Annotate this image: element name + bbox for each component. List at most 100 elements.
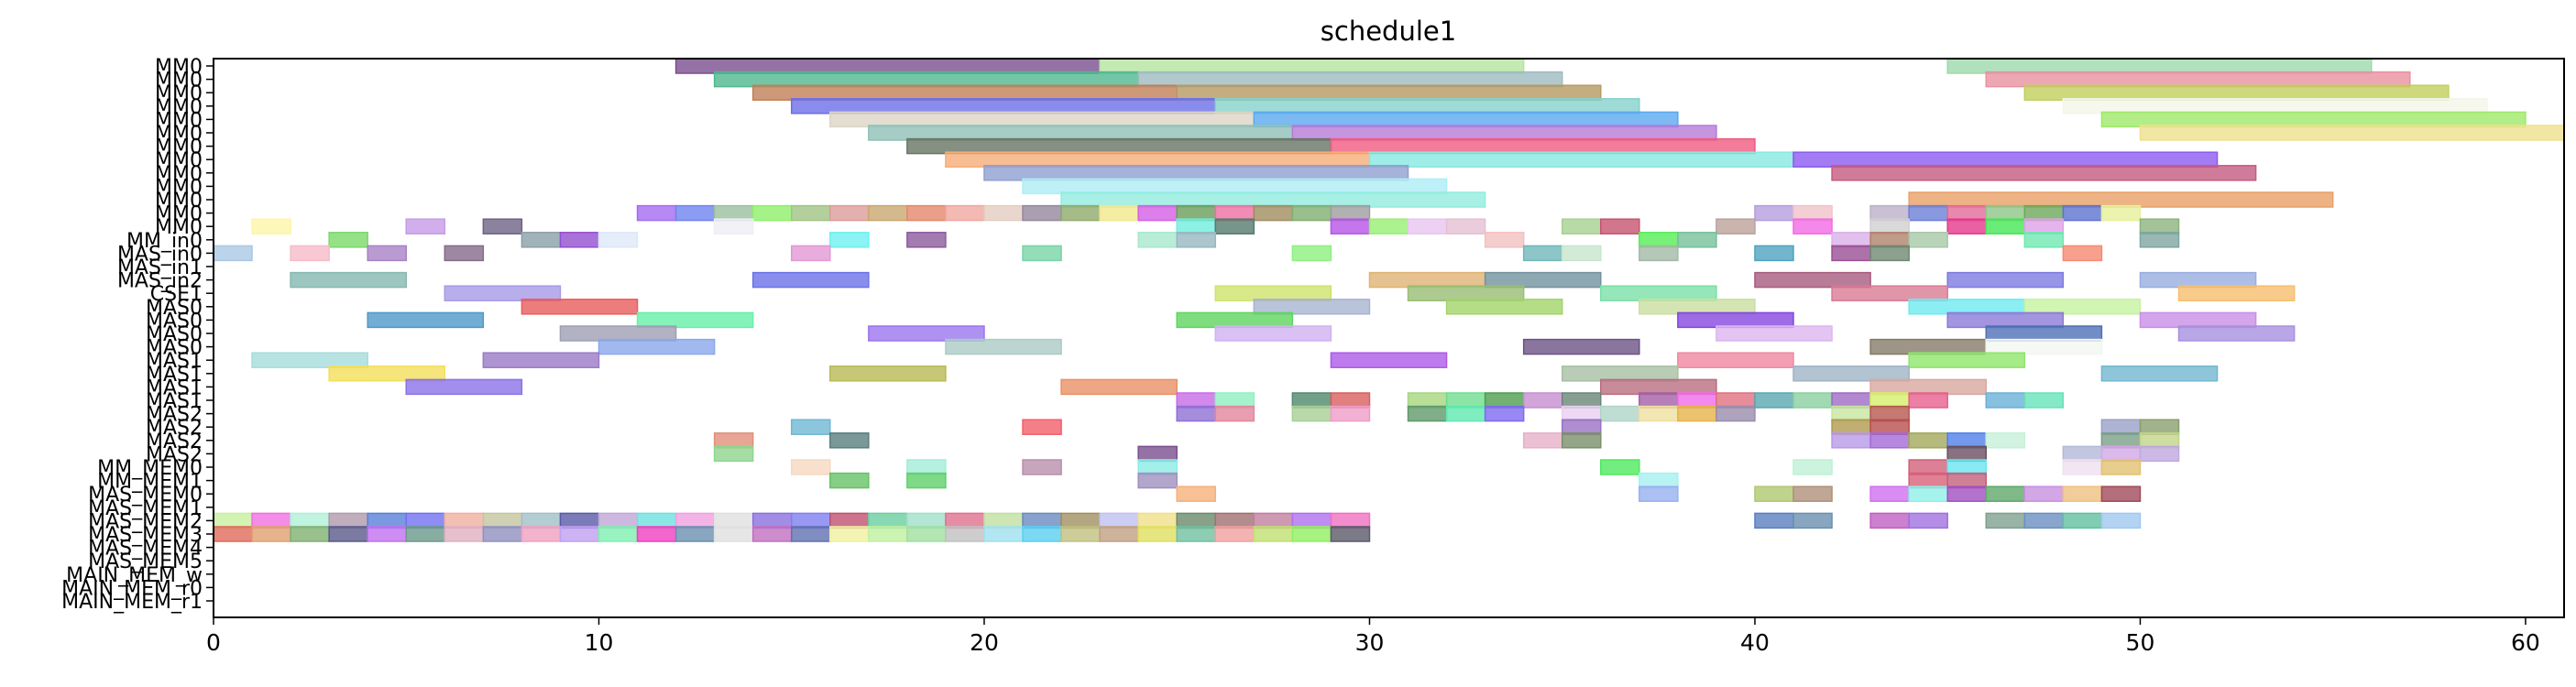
task-bar [983, 512, 1024, 529]
task-bar [1407, 405, 1448, 422]
task-bar [367, 512, 407, 529]
y-tick-label: MM_in0 [126, 230, 203, 253]
task-bar [559, 325, 677, 342]
task-bar [1600, 285, 1717, 301]
task-bar [2023, 84, 2450, 101]
task-bar [1214, 218, 1255, 234]
task-bar [1677, 405, 1717, 422]
task-bar [1831, 392, 1871, 409]
task-bar [1137, 512, 1178, 529]
task-bar [1137, 459, 1178, 475]
task-bar [1946, 432, 1988, 449]
task-bar [1291, 125, 1717, 141]
task-bar [1253, 512, 1294, 529]
task-bar [1176, 218, 1217, 234]
task-bar [213, 512, 253, 529]
y-tick-label: MAS1 [146, 376, 203, 399]
task-bar [1214, 204, 1255, 222]
x-tick-label: 50 [2126, 629, 2155, 656]
task-bar [790, 459, 831, 475]
task-bar [1214, 325, 1332, 342]
y-tick-label: MAS_MEM3 [88, 524, 203, 547]
task-bar [1754, 392, 1794, 409]
task-bar [2023, 218, 2065, 234]
y-tick-label: MM0 [155, 163, 203, 186]
task-bar [1060, 526, 1101, 542]
task-bar [1137, 232, 1178, 248]
y-tick-label: MAS1 [146, 364, 203, 387]
task-bar [2139, 432, 2180, 449]
y-tick-label: MAS_MEM1 [88, 497, 203, 520]
task-bar [367, 311, 485, 329]
y-tick-label: MM0 [155, 96, 203, 119]
task-bar [2177, 325, 2296, 342]
task-bar [1368, 271, 1486, 289]
task-bar [1291, 392, 1332, 409]
task-bar [1754, 271, 1871, 289]
task-bar [328, 512, 368, 529]
task-bar [328, 232, 368, 248]
task-bar [2023, 204, 2065, 222]
task-bar [945, 338, 1062, 355]
task-bar [405, 218, 446, 234]
task-bar [597, 526, 639, 542]
task-bar [1985, 204, 2026, 222]
task-bar [2062, 245, 2103, 262]
task-bar [1484, 271, 1602, 289]
task-bar [1908, 392, 1948, 409]
task-bar [1908, 191, 2334, 208]
task-bar [1869, 204, 1910, 222]
task-bar [983, 204, 1024, 222]
task-bar [1445, 405, 1486, 422]
task-bar [1792, 512, 1833, 529]
task-bar [213, 245, 253, 262]
task-bar [1060, 378, 1178, 396]
y-tick-label: CSE1 [150, 283, 203, 306]
y-tick-label: MAS_in2 [117, 270, 203, 293]
y-tick-label: MM0 [155, 82, 203, 105]
task-bar [482, 352, 600, 368]
task-bar [1869, 218, 1910, 234]
task-bar [521, 232, 562, 248]
task-bar [636, 512, 677, 529]
y-tick-label: MAS_in0 [117, 243, 203, 266]
task-bar [1445, 299, 1563, 315]
task-bar [1908, 472, 1948, 489]
task-bar [1831, 165, 2257, 181]
task-bar [1561, 245, 1602, 262]
y-tick-label: MM0 [155, 123, 203, 146]
task-bar [1368, 218, 1409, 234]
task-bar [328, 526, 368, 542]
task-bar [1561, 419, 1602, 435]
task-bar [674, 204, 716, 222]
task-bar [1831, 432, 1871, 449]
task-bar [2062, 204, 2103, 222]
task-bar [1022, 459, 1062, 475]
task-bar [1946, 204, 1988, 222]
task-bar [2100, 459, 2142, 475]
task-bar [1677, 392, 1717, 409]
task-bar [1561, 365, 1679, 382]
task-bar [1639, 232, 1679, 248]
task-bar [1484, 232, 1525, 248]
task-bar [1330, 137, 1756, 155]
task-bar [1253, 526, 1294, 542]
task-bar [1176, 232, 1217, 248]
task-bar [713, 526, 754, 542]
task-bar [1330, 218, 1371, 234]
task-bar [1908, 352, 2026, 368]
x-tick-label: 30 [1355, 629, 1385, 656]
task-bar [1908, 512, 1948, 529]
task-bar [2100, 419, 2142, 435]
plot-frame [213, 58, 2565, 618]
task-bar [1522, 338, 1640, 355]
task-bar [1368, 151, 1794, 168]
task-bar [713, 218, 754, 234]
task-bar [1330, 352, 1448, 368]
task-bar [251, 512, 291, 529]
task-bar [1561, 432, 1602, 449]
task-bar [751, 84, 1178, 101]
task-bar [1754, 204, 1794, 222]
task-bar [405, 378, 523, 396]
